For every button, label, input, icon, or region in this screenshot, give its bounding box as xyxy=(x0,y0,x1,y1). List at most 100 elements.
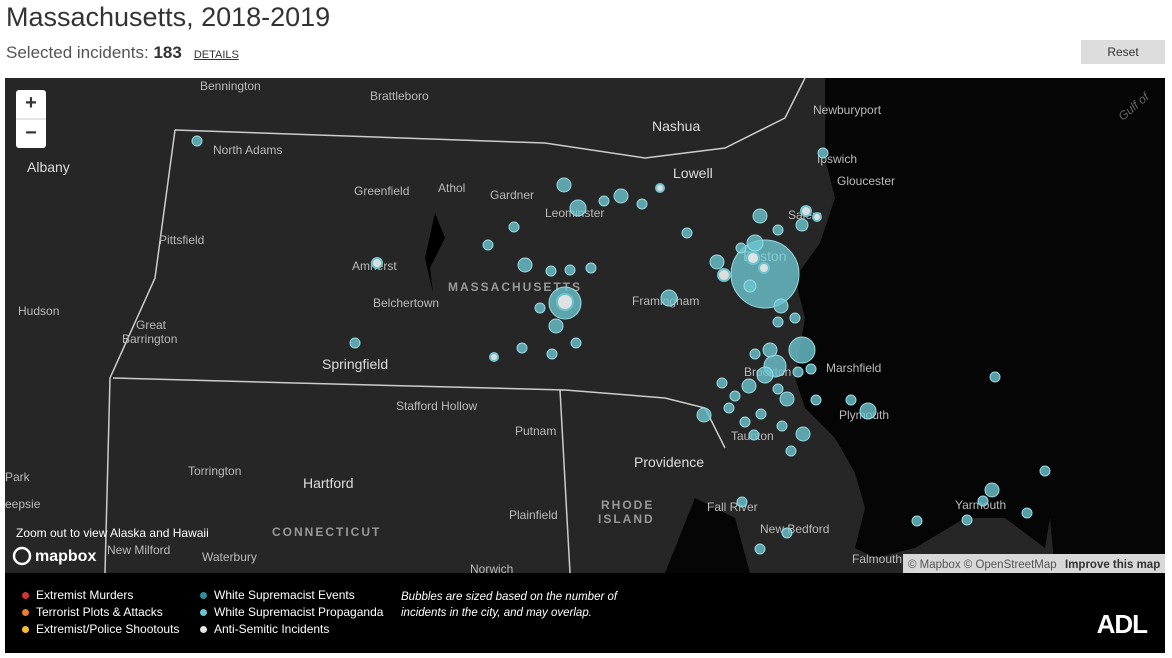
incident-bubble xyxy=(792,366,804,378)
incident-bubble xyxy=(191,135,203,147)
selected-count: 183 xyxy=(153,43,182,62)
place-label: eepsie xyxy=(5,497,41,511)
incident-bubble xyxy=(961,514,973,526)
improve-link[interactable]: Improve this map xyxy=(1065,559,1160,571)
subtitle: Selected incidents: 183 DETAILS xyxy=(6,43,239,63)
reservoir xyxy=(425,213,445,293)
incident-bubble xyxy=(859,402,877,420)
zoom-in[interactable]: + xyxy=(25,92,37,114)
incident-bubble xyxy=(517,257,533,273)
legend-swatch xyxy=(200,591,207,599)
place-label: RHODE xyxy=(601,498,654,512)
place-label: Marshfield xyxy=(826,361,881,375)
incident-bubble xyxy=(739,416,751,428)
incident-bubble xyxy=(800,205,812,217)
legend-swatch xyxy=(22,591,29,599)
incident-bubble xyxy=(598,195,610,207)
incident-bubble xyxy=(556,293,574,311)
incident-bubble xyxy=(817,147,829,159)
legend-label: White Supremacist Propaganda xyxy=(214,605,384,619)
incident-bubble xyxy=(772,316,784,328)
incident-bubble xyxy=(781,527,793,539)
place-label: New Bedford xyxy=(760,522,829,536)
incident-bubble xyxy=(548,318,564,334)
legend-swatch xyxy=(22,608,29,616)
incident-bubble xyxy=(779,391,795,407)
incident-bubble xyxy=(746,234,764,252)
place-label: Athol xyxy=(438,181,465,195)
incident-bubble xyxy=(977,495,989,507)
incident-bubble xyxy=(756,366,774,384)
incident-bubble xyxy=(736,496,748,508)
place-label: Providence xyxy=(634,454,704,470)
incident-bubble xyxy=(911,515,923,527)
legend-label: Extremist Murders xyxy=(36,588,134,602)
incident-bubble xyxy=(735,242,747,254)
place-label: Gardner xyxy=(490,188,534,202)
legend-item[interactable]: Extremist Murders xyxy=(22,588,133,602)
incident-bubble xyxy=(716,377,728,389)
place-label: Norwich xyxy=(470,562,513,573)
brand-logo: ADL xyxy=(1096,609,1148,639)
incident-bubble xyxy=(743,279,757,293)
legend-swatch xyxy=(200,625,207,633)
place-label: North Adams xyxy=(213,143,282,157)
incident-bubble xyxy=(762,342,778,358)
incident-bubble xyxy=(723,402,735,414)
place-label: Brattleboro xyxy=(370,89,429,103)
legend-item[interactable]: Anti-Semitic Incidents xyxy=(200,622,329,636)
legend-swatch xyxy=(22,625,29,633)
ocean xyxy=(795,78,1165,573)
place-label: ISLAND xyxy=(598,512,655,526)
legend-item[interactable]: White Supremacist Propaganda xyxy=(200,605,383,619)
place-label: Great xyxy=(136,318,167,332)
place-label: Stafford Hollow xyxy=(396,399,477,413)
map[interactable]: + − Bennington Brattleboro Nashua Newburypo… xyxy=(5,78,1165,573)
zoom-out[interactable]: − xyxy=(25,122,37,144)
attribution: © Mapbox © OpenStreetMap xyxy=(908,559,1057,571)
incident-bubble xyxy=(772,383,784,395)
incident-bubble xyxy=(785,445,797,457)
place-label: Hudson xyxy=(18,304,59,318)
incident-bubble xyxy=(1021,507,1033,519)
incident-bubble xyxy=(696,407,712,423)
legend-item[interactable]: Terrorist Plots & Attacks xyxy=(22,605,163,619)
incident-bubble xyxy=(789,312,801,324)
incident-bubble xyxy=(660,289,678,307)
incident-bubble xyxy=(845,394,857,406)
place-label: Gloucester xyxy=(837,174,895,188)
incident-bubble xyxy=(795,426,811,442)
legend-item[interactable]: White Supremacist Events xyxy=(200,588,355,602)
place-label: Pittsfield xyxy=(159,233,204,247)
legend-item[interactable]: Extremist/Police Shootouts xyxy=(22,622,179,636)
place-label: MASSACHUSETTS xyxy=(448,280,582,294)
place-label: Greenfield xyxy=(354,184,409,198)
incident-bubble xyxy=(758,262,770,274)
place-label: Barrington xyxy=(122,332,177,346)
place-label: CONNECTICUT xyxy=(272,525,381,539)
legend-label: Extremist/Police Shootouts xyxy=(36,622,180,636)
incident-bubble xyxy=(556,177,572,193)
mapbox-logo: mapbox xyxy=(35,548,96,565)
selected-label: Selected incidents: xyxy=(6,43,149,62)
place-label: New Milford xyxy=(107,543,170,557)
zoom-note: Zoom out to view Alaska and Hawaii xyxy=(16,526,209,540)
place-label: Lowell xyxy=(673,165,713,181)
place-label: Hartford xyxy=(303,475,354,491)
incident-bubble xyxy=(613,188,629,204)
place-label: Plainfield xyxy=(509,508,558,522)
incident-bubble xyxy=(585,262,597,274)
place-label: Newburyport xyxy=(813,103,882,117)
incident-bubble xyxy=(1039,465,1051,477)
place-label: Bennington xyxy=(200,79,261,93)
incident-bubble xyxy=(989,371,1001,383)
incident-bubble xyxy=(534,302,546,314)
incident-bubble xyxy=(805,363,817,375)
details-link[interactable]: DETAILS xyxy=(193,49,239,61)
legend-label: Anti-Semitic Incidents xyxy=(214,622,330,636)
incident-bubble xyxy=(489,352,499,362)
place-label: Nashua xyxy=(652,118,700,134)
incident-bubble xyxy=(655,183,665,193)
reset-button[interactable]: Reset xyxy=(1081,40,1165,64)
